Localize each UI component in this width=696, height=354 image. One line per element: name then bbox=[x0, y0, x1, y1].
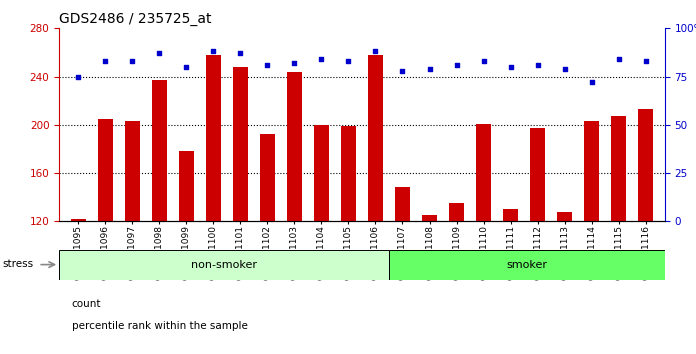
Point bbox=[262, 62, 273, 68]
Bar bbox=[341, 126, 356, 221]
Point bbox=[451, 62, 462, 68]
Point bbox=[100, 58, 111, 64]
Point bbox=[370, 48, 381, 54]
Bar bbox=[390, 250, 665, 280]
Bar bbox=[125, 121, 140, 221]
Point bbox=[181, 64, 192, 70]
Point bbox=[424, 66, 435, 72]
Bar bbox=[611, 116, 626, 221]
Bar bbox=[59, 250, 390, 280]
Point bbox=[127, 58, 138, 64]
Bar bbox=[638, 109, 653, 221]
Bar bbox=[395, 188, 410, 221]
Text: count: count bbox=[72, 299, 101, 309]
Bar bbox=[260, 135, 275, 221]
Point bbox=[478, 58, 489, 64]
Point bbox=[397, 68, 408, 74]
Point bbox=[532, 62, 543, 68]
Bar bbox=[314, 125, 329, 221]
Point bbox=[613, 56, 624, 62]
Bar bbox=[476, 124, 491, 221]
Point bbox=[586, 80, 597, 85]
Point bbox=[559, 66, 570, 72]
Point bbox=[235, 51, 246, 56]
Text: GDS2486 / 235725_at: GDS2486 / 235725_at bbox=[59, 12, 212, 27]
Bar bbox=[368, 55, 383, 221]
Bar bbox=[179, 151, 193, 221]
Point bbox=[640, 58, 651, 64]
Point bbox=[207, 48, 219, 54]
Bar bbox=[422, 215, 437, 221]
Point bbox=[72, 74, 84, 79]
Bar bbox=[71, 219, 86, 221]
Bar bbox=[97, 119, 113, 221]
Bar bbox=[287, 72, 302, 221]
Text: stress: stress bbox=[2, 259, 33, 269]
Point bbox=[316, 56, 327, 62]
Bar bbox=[503, 209, 518, 221]
Bar bbox=[152, 80, 166, 221]
Point bbox=[343, 58, 354, 64]
Point bbox=[154, 51, 165, 56]
Text: non-smoker: non-smoker bbox=[191, 259, 258, 270]
Bar bbox=[449, 203, 464, 221]
Bar bbox=[206, 55, 221, 221]
Point bbox=[505, 64, 516, 70]
Text: percentile rank within the sample: percentile rank within the sample bbox=[72, 321, 248, 331]
Bar bbox=[233, 67, 248, 221]
Bar bbox=[584, 121, 599, 221]
Bar bbox=[557, 212, 572, 221]
Text: smoker: smoker bbox=[507, 259, 548, 270]
Bar bbox=[530, 129, 545, 221]
Point bbox=[289, 60, 300, 66]
